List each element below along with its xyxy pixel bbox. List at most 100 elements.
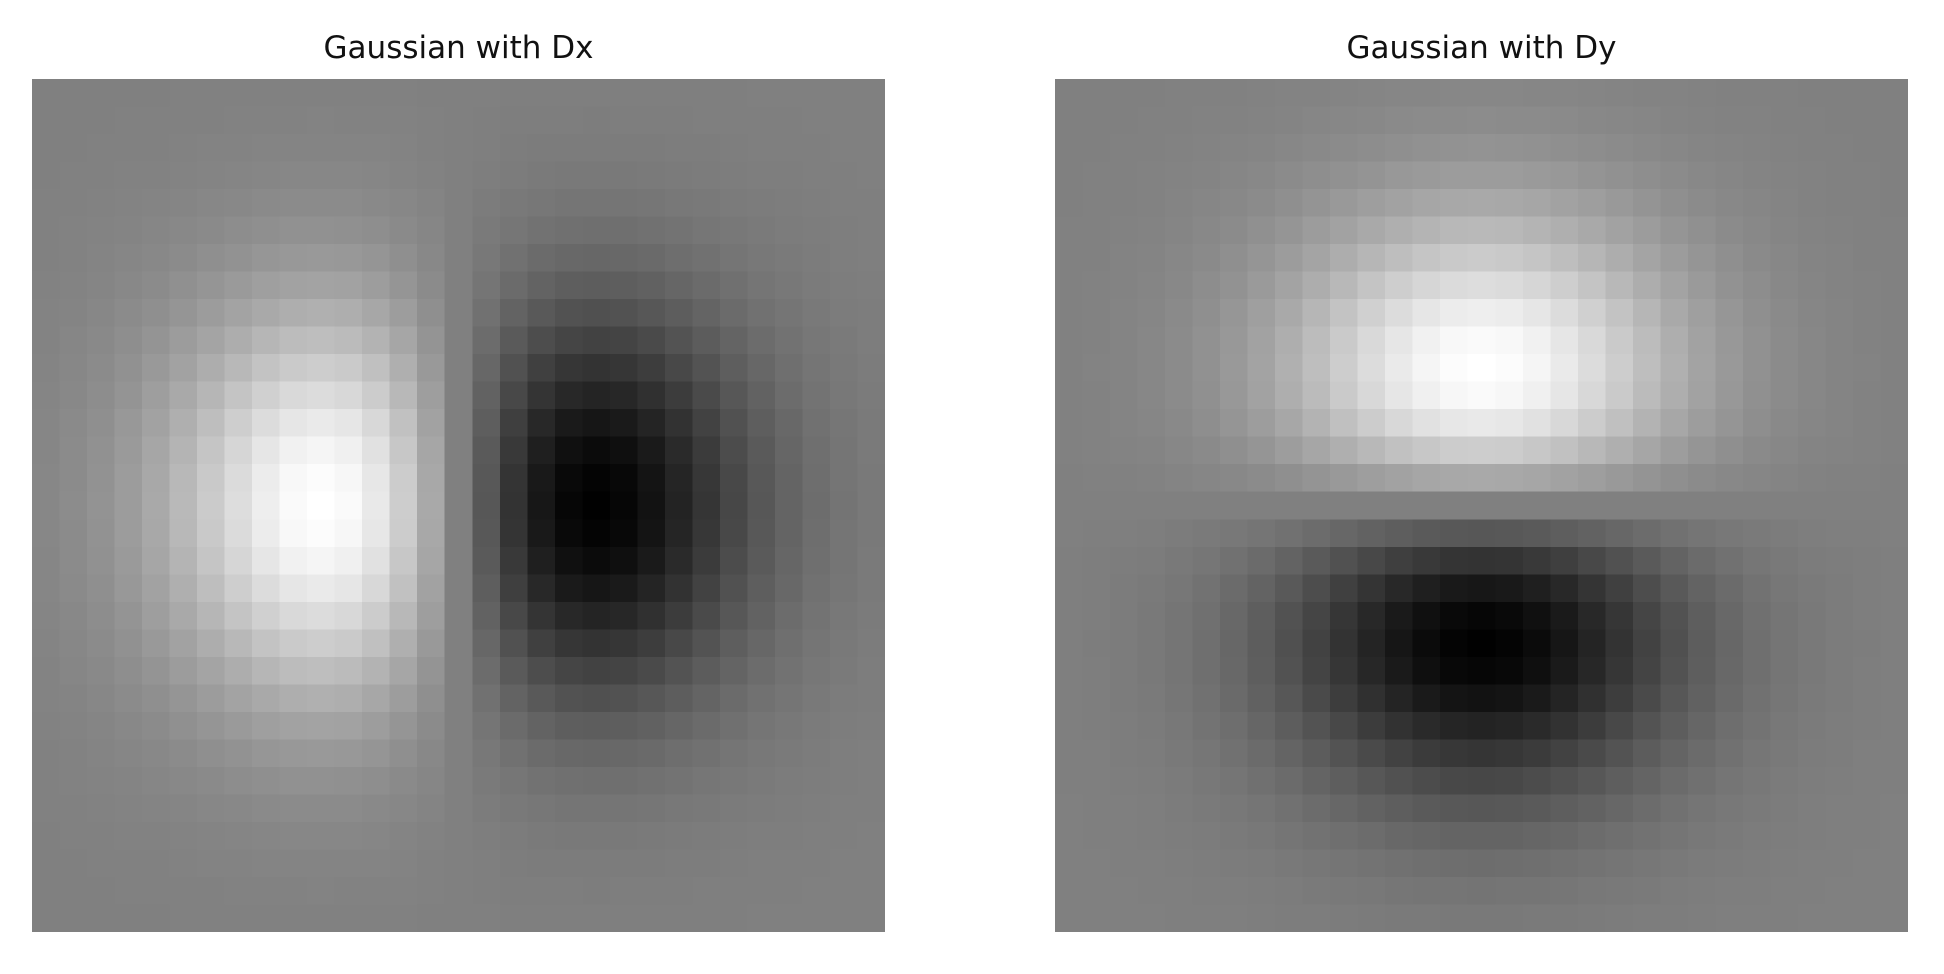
heatmap-cell xyxy=(1605,381,1634,410)
heatmap-cell xyxy=(637,766,666,796)
heatmap-cell xyxy=(527,491,556,520)
heatmap-cell xyxy=(1110,546,1139,575)
heatmap-cell xyxy=(1687,464,1716,493)
heatmap-cell xyxy=(719,794,749,823)
heatmap-cell xyxy=(1797,244,1827,273)
heatmap-cell xyxy=(1082,189,1111,218)
heatmap-cell xyxy=(279,629,308,658)
heatmap-cell xyxy=(774,271,804,300)
heatmap-cell xyxy=(1247,106,1276,135)
heatmap-cell xyxy=(1687,849,1716,878)
heatmap-cell xyxy=(1165,381,1194,410)
heatmap-cell xyxy=(499,849,528,878)
heatmap-cell xyxy=(554,766,583,796)
heatmap-cell xyxy=(582,519,611,548)
heatmap-cell xyxy=(1357,821,1386,851)
heatmap-cell xyxy=(417,464,446,493)
heatmap-cell xyxy=(362,326,391,355)
heatmap-cell xyxy=(664,134,693,163)
heatmap-cell xyxy=(747,106,776,135)
heatmap-cell xyxy=(444,711,473,740)
heatmap-cell xyxy=(1632,244,1661,273)
heatmap-cell xyxy=(1632,546,1661,575)
heatmap-cell xyxy=(1082,876,1111,906)
heatmap-cell xyxy=(637,409,666,438)
heatmap-cell xyxy=(279,134,308,163)
heatmap-cell xyxy=(1660,299,1689,328)
heatmap-cell xyxy=(1110,739,1139,768)
heatmap-cell xyxy=(802,684,831,713)
heatmap-cell xyxy=(1715,601,1744,630)
heatmap-cell xyxy=(664,244,693,273)
heatmap-cell xyxy=(664,299,693,328)
heatmap-cell xyxy=(1825,189,1854,218)
heatmap-cell xyxy=(1357,271,1386,300)
heatmap-cell xyxy=(87,106,116,135)
heatmap-cell xyxy=(1412,766,1441,796)
heatmap-cell xyxy=(389,876,418,906)
heatmap-cell xyxy=(1742,244,1772,273)
heatmap-cell xyxy=(1137,354,1166,383)
heatmap-cell xyxy=(664,546,693,575)
heatmap-cell xyxy=(1632,821,1661,851)
heatmap-cell xyxy=(857,491,885,520)
heatmap-cell xyxy=(1660,849,1689,878)
heatmap-cell xyxy=(637,244,666,273)
heatmap-cell xyxy=(279,436,308,465)
heatmap-cell xyxy=(1880,766,1908,796)
heatmap-cell xyxy=(1357,656,1386,685)
heatmap-cell xyxy=(1220,381,1249,410)
heatmap-cell xyxy=(1412,299,1441,328)
heatmap-cell xyxy=(142,546,171,575)
heatmap-cell xyxy=(32,711,61,740)
heatmap-cell xyxy=(87,134,116,163)
heatmap-cell xyxy=(664,381,693,410)
heatmap-cell xyxy=(472,601,501,630)
heatmap-cell xyxy=(829,106,859,135)
heatmap-cell xyxy=(169,409,198,438)
heatmap-cell xyxy=(1247,409,1276,438)
heatmap-cell xyxy=(87,409,116,438)
heatmap-cell xyxy=(1495,381,1524,410)
heatmap-cell xyxy=(279,711,308,740)
heatmap-cell xyxy=(1852,244,1882,273)
heatmap-cell xyxy=(1357,794,1386,823)
heatmap-cell xyxy=(609,574,638,603)
heatmap-cell xyxy=(1880,161,1908,190)
heatmap-cell xyxy=(169,189,198,218)
heatmap-cell xyxy=(87,189,116,218)
heatmap-cell xyxy=(582,326,611,355)
heatmap-cell xyxy=(1247,849,1276,878)
heatmap-cell xyxy=(527,711,556,740)
heatmap-cell xyxy=(1357,216,1386,245)
heatmap-cell xyxy=(1825,464,1854,493)
heatmap-cell xyxy=(1137,79,1166,108)
heatmap-cell xyxy=(472,134,501,163)
heatmap-cell xyxy=(1660,629,1689,658)
heatmap-cell xyxy=(252,464,281,493)
heatmap-cell xyxy=(1165,464,1194,493)
heatmap-cell xyxy=(1577,491,1606,520)
heatmap-cell xyxy=(609,629,638,658)
heatmap-cell xyxy=(1275,546,1304,575)
heatmap-cell xyxy=(1220,189,1249,218)
heatmap-cell xyxy=(1082,629,1111,658)
heatmap-cell xyxy=(1137,409,1166,438)
heatmap-cell xyxy=(1852,739,1882,768)
heatmap-cell xyxy=(692,711,721,740)
heatmap-cell xyxy=(664,656,693,685)
heatmap-cell xyxy=(1412,106,1441,135)
heatmap-cell xyxy=(114,629,143,658)
heatmap-cell xyxy=(1577,766,1606,796)
heatmap-cell xyxy=(307,79,336,108)
heatmap-cell xyxy=(169,134,198,163)
heatmap-cell xyxy=(1275,134,1304,163)
heatmap-cell xyxy=(1660,491,1689,520)
heatmap-cell xyxy=(1687,601,1716,630)
heatmap-cell xyxy=(279,821,308,851)
heatmap-cell xyxy=(1605,216,1634,245)
heatmap-cell xyxy=(1632,766,1661,796)
heatmap-cell xyxy=(1715,766,1744,796)
heatmap-cell xyxy=(1467,464,1496,493)
heatmap-cell xyxy=(1055,326,1084,355)
